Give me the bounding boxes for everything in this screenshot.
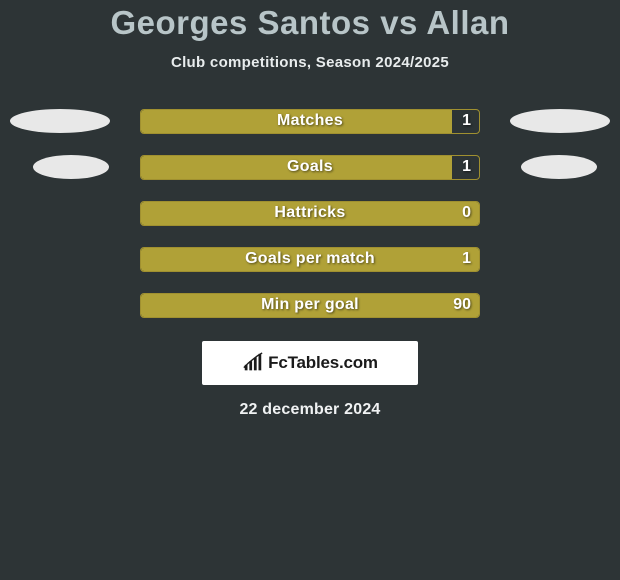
stat-value: 1 xyxy=(462,158,471,176)
barchart-icon xyxy=(242,352,264,374)
stat-row: Goals per match1 xyxy=(0,247,620,293)
stat-bar: Hattricks0 xyxy=(140,201,480,226)
ellipse-left xyxy=(10,109,110,133)
stat-bar: Goals per match1 xyxy=(140,247,480,272)
stat-bar-fill xyxy=(141,248,479,271)
logo-text: FcTables.com xyxy=(268,353,378,373)
page-title: Georges Santos vs Allan xyxy=(0,4,620,42)
date-label: 22 december 2024 xyxy=(0,401,620,419)
ellipse-left xyxy=(33,155,109,179)
stat-value: 1 xyxy=(462,112,471,130)
stat-bar: Matches1 xyxy=(140,109,480,134)
stat-bar: Min per goal90 xyxy=(140,293,480,318)
ellipse-right xyxy=(521,155,597,179)
stat-row: Goals1 xyxy=(0,155,620,201)
subtitle: Club competitions, Season 2024/2025 xyxy=(0,54,620,71)
stat-bar-fill xyxy=(141,202,479,225)
stat-row: Hattricks0 xyxy=(0,201,620,247)
stats-area: Matches1 Goals1 Hattricks0 Goals per match1… xyxy=(0,109,620,339)
stat-row: Matches1 xyxy=(0,109,620,155)
logo-box: FcTables.com xyxy=(202,341,418,385)
stat-bar-fill xyxy=(141,110,452,133)
stat-row: Min per goal90 xyxy=(0,293,620,339)
stat-bar-fill xyxy=(141,294,479,317)
stat-bar-fill xyxy=(141,156,452,179)
ellipse-right xyxy=(510,109,610,133)
stat-bar: Goals1 xyxy=(140,155,480,180)
